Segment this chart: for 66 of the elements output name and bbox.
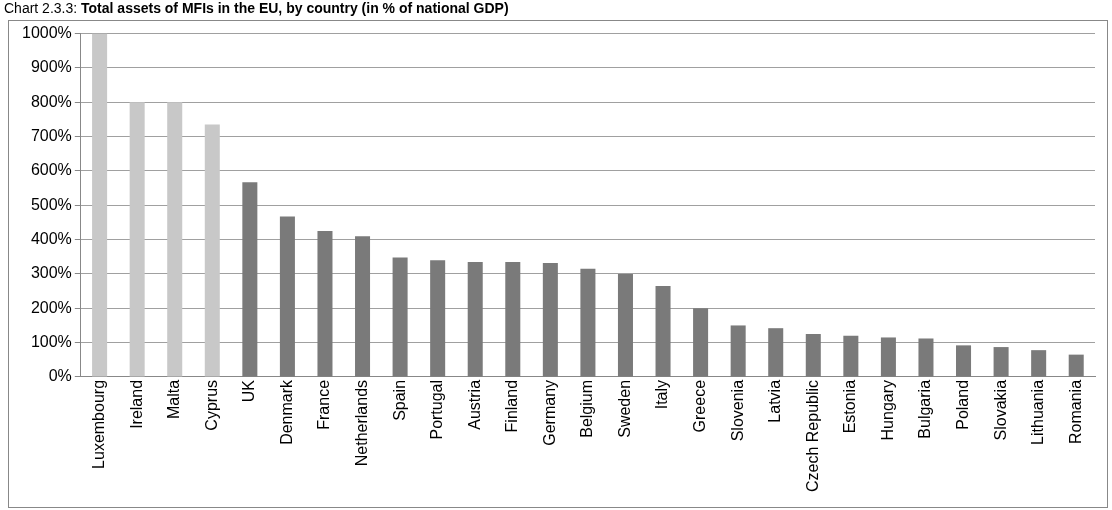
x-tick-label: Latvia	[766, 379, 784, 423]
x-tick-label: Finland	[503, 379, 521, 433]
x-tick-label: Lithuania	[1029, 379, 1047, 445]
x-tick-label: Poland	[953, 379, 971, 430]
x-tick-label: Czech Republic	[803, 379, 821, 493]
x-tick-label: Netherlands	[352, 379, 370, 467]
bar	[505, 261, 521, 377]
bar	[204, 124, 220, 377]
x-tick-label: France	[315, 379, 333, 430]
x-tick-label: Spain	[390, 379, 408, 421]
x-tick-label: UK	[240, 379, 258, 403]
x-tick-label: Hungary	[878, 379, 896, 441]
bar	[956, 345, 972, 377]
x-tick-label: Estonia	[841, 379, 859, 434]
bar	[430, 260, 446, 377]
x-tick-label: Luxembourg	[90, 379, 108, 469]
bar	[129, 102, 145, 377]
y-tick-label: 100%	[30, 333, 72, 351]
bar	[279, 216, 295, 377]
y-tick-label: 300%	[30, 264, 72, 282]
bar	[1068, 354, 1084, 377]
x-tick-label: Bulgaria	[916, 379, 934, 439]
bar	[1031, 350, 1047, 377]
bar	[768, 328, 784, 377]
bar	[467, 261, 483, 377]
x-tick-label: Germany	[540, 379, 558, 446]
x-tick-label: Portugal	[428, 379, 446, 440]
y-tick-label: 900%	[30, 58, 72, 76]
y-tick-label: 200%	[30, 298, 72, 316]
bar	[580, 268, 596, 377]
x-tick-label: Ireland	[127, 379, 145, 429]
x-tick-label: Cyprus	[202, 379, 220, 431]
bar	[617, 273, 633, 377]
x-tick-label: Italy	[653, 379, 671, 410]
y-tick-label: 800%	[30, 92, 72, 110]
bar	[693, 308, 709, 377]
bar	[993, 347, 1009, 377]
bar	[880, 337, 896, 377]
x-tick-label: Romania	[1066, 379, 1084, 444]
y-tick-label: 700%	[30, 127, 72, 145]
bar	[805, 334, 821, 377]
x-tick-label: Greece	[691, 379, 708, 433]
bar	[542, 262, 558, 377]
bar	[92, 33, 108, 377]
x-tick-label: Denmark	[277, 378, 295, 445]
bar	[167, 102, 183, 377]
bar	[317, 231, 333, 377]
y-tick-label: 0%	[48, 367, 72, 385]
x-tick-label: Slovenia	[728, 379, 746, 442]
x-tick-label: Sweden	[615, 379, 633, 438]
bar	[655, 285, 671, 377]
x-tick-label: Belgium	[578, 379, 596, 438]
bar	[242, 182, 258, 377]
bar	[918, 338, 934, 377]
bar	[730, 325, 746, 377]
x-tick-label: Austria	[465, 379, 483, 430]
y-tick-label: 600%	[30, 161, 72, 179]
x-tick-label: Slovakia	[991, 379, 1009, 441]
chart-title: Chart 2.3.3: Total assets of MFIs in the EU, by country (in % of national GDP)	[4, 0, 509, 16]
y-tick-label: 400%	[30, 230, 72, 248]
bar	[355, 236, 371, 377]
y-tick-label: 1000%	[21, 24, 72, 42]
bar	[843, 335, 859, 377]
y-tick-label: 500%	[30, 195, 72, 213]
x-tick-label: Malta	[165, 379, 183, 420]
bar	[392, 257, 408, 377]
